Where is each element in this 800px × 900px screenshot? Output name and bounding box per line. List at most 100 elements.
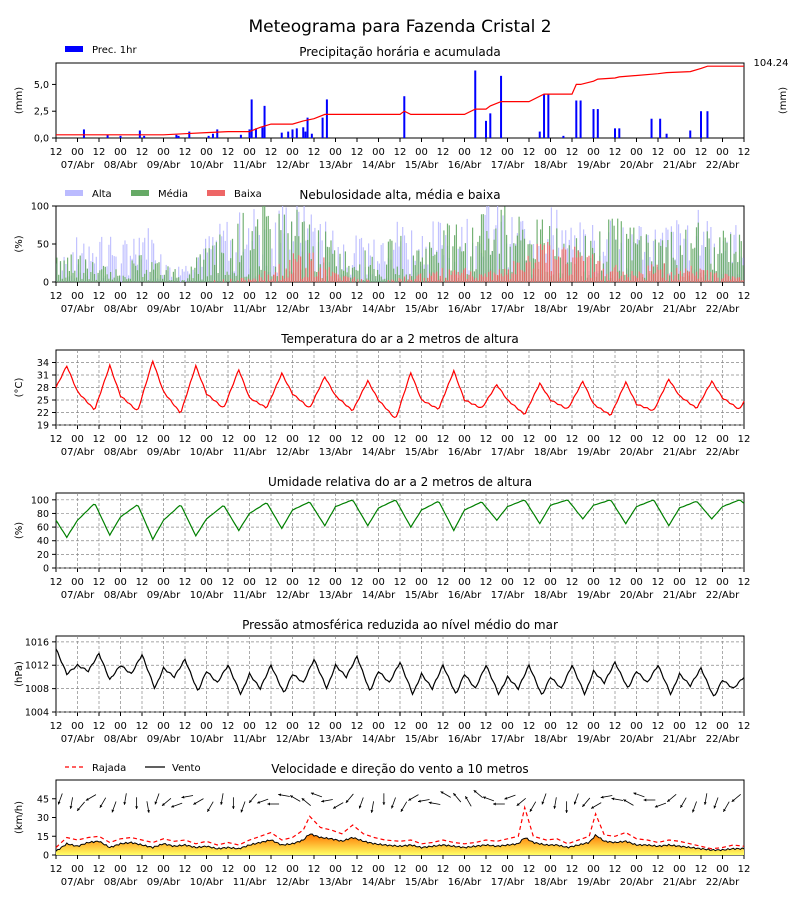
cloud-bar-baixa <box>652 274 655 282</box>
cloud-bar-média <box>402 269 404 282</box>
cloud-bar-média <box>386 264 388 282</box>
precip-bar <box>618 128 621 138</box>
cloud-bar-baixa <box>343 276 345 282</box>
wind-arrow-head <box>408 797 412 801</box>
x-date-label: 07/Abr <box>61 304 95 315</box>
cloud-bar-média <box>713 247 715 282</box>
panel-1: Nebulosidade alta, média e baixa (%) 12 00 1… <box>14 188 750 315</box>
cloud-bar-alta <box>678 224 680 282</box>
cloud-bar-média <box>169 280 171 282</box>
wind-arrow-head <box>345 799 349 803</box>
x-tick-label: 12 <box>351 721 364 732</box>
wind-arrow-head <box>504 796 508 800</box>
x-tick-label: 00 <box>458 577 471 588</box>
cloud-bar-baixa <box>527 255 529 282</box>
cloud-bar-baixa <box>559 278 561 282</box>
cloud-bar-média <box>156 263 158 282</box>
cloud-bar-baixa <box>690 265 692 282</box>
x-tick-label: 12 <box>222 147 235 158</box>
x-tick-label: 12 <box>308 864 321 875</box>
cloud-bar-baixa <box>672 279 674 282</box>
cloud-bar-alta <box>570 227 572 282</box>
cloud-bar-baixa <box>593 271 595 282</box>
cloud-bar-alta <box>169 267 171 282</box>
cloud-bar-baixa <box>283 278 285 282</box>
cloud-bar-baixa <box>237 280 239 282</box>
cloud-bar-média <box>613 225 615 282</box>
cloud-bar-média <box>523 238 526 282</box>
x-date-label: 12/Abr <box>276 160 310 171</box>
precip-bar <box>321 117 324 138</box>
y-tick-label: 0 <box>43 278 49 289</box>
cloud-bar-média <box>357 270 359 282</box>
cloud-bar-alta <box>604 255 606 282</box>
panel-0: Precipitação horária e acumulada (mm) 12 00… <box>14 45 789 171</box>
x-tick-label: 12 <box>394 577 407 588</box>
cloud-bar-média <box>188 274 191 282</box>
cloud-bar-alta <box>427 264 429 282</box>
cloud-bar-baixa <box>323 257 325 282</box>
cloud-bar-baixa <box>439 275 441 282</box>
x-tick-label: 00 <box>71 147 84 158</box>
x-tick-label: 00 <box>372 434 385 445</box>
cloud-bar-alta <box>81 253 83 282</box>
x-tick-label: 00 <box>458 291 471 302</box>
cloud-bar-média <box>81 278 83 282</box>
x-date-label: 21/Abr <box>663 877 697 888</box>
cloud-bar-baixa <box>730 279 732 282</box>
cloud-bar-média <box>138 255 140 282</box>
x-tick-label: 12 <box>136 291 149 302</box>
panel-title: Pressão atmosférica reduzida ao nível mé… <box>242 618 558 632</box>
cloud-bar-baixa <box>522 270 524 282</box>
x-tick-label: 12 <box>308 577 321 588</box>
wind-arrow-head <box>465 796 468 800</box>
cloud-bar-alta <box>360 237 363 282</box>
cloud-bar-baixa <box>455 274 457 282</box>
cloud-bar-média <box>85 259 87 282</box>
wind-arrow-head <box>231 806 235 809</box>
cloud-bar-baixa <box>629 280 631 282</box>
cloud-bar-baixa <box>328 267 330 282</box>
x-tick-label: 00 <box>415 291 428 302</box>
cloud-bar-alta <box>649 257 651 282</box>
x-tick-label: 00 <box>630 864 643 875</box>
x-date-label: 08/Abr <box>104 447 138 458</box>
wind-arrow-head <box>573 801 577 805</box>
x-tick-label: 12 <box>566 721 579 732</box>
cloud-bar-baixa <box>694 275 696 282</box>
cloud-bar-baixa <box>280 280 282 282</box>
cloud-bar-média <box>486 231 488 282</box>
cloud-bar-baixa <box>586 257 588 282</box>
cloud-bar-média <box>260 269 262 282</box>
cloud-bar-baixa <box>289 259 291 282</box>
precip-bar <box>211 133 214 138</box>
cloud-bar-baixa <box>393 280 395 282</box>
x-tick-label: 00 <box>157 577 170 588</box>
cloud-bar-média <box>638 240 640 282</box>
cloud-bar-média <box>731 263 733 282</box>
x-date-label: 15/Abr <box>405 877 439 888</box>
cloud-bar-baixa <box>307 277 309 282</box>
cloud-bar-baixa <box>409 275 411 282</box>
cloud-bar-baixa <box>430 275 432 282</box>
cloud-bar-média <box>735 251 737 282</box>
cloud-bar-baixa <box>319 267 321 282</box>
cloud-bar-alta <box>403 235 406 282</box>
cloud-bar-média <box>325 231 327 282</box>
cloud-bar-média <box>102 265 105 282</box>
cloud-bar-média <box>364 250 366 282</box>
cloud-bar-alta <box>122 244 124 282</box>
precip-bar <box>543 94 546 138</box>
x-tick-label: 00 <box>587 434 600 445</box>
accumulated-line <box>56 65 744 136</box>
x-tick-label: 12 <box>738 291 751 302</box>
cloud-bar-baixa <box>429 273 431 282</box>
x-tick-label: 12 <box>179 291 192 302</box>
x-tick-label: 12 <box>738 147 751 158</box>
cloud-bar-média <box>405 274 407 282</box>
x-tick-label: 00 <box>71 721 84 732</box>
x-tick-label: 00 <box>286 291 299 302</box>
cloud-bar-baixa <box>305 267 307 282</box>
x-tick-label: 12 <box>566 434 579 445</box>
cloud-bar-média <box>369 265 371 282</box>
